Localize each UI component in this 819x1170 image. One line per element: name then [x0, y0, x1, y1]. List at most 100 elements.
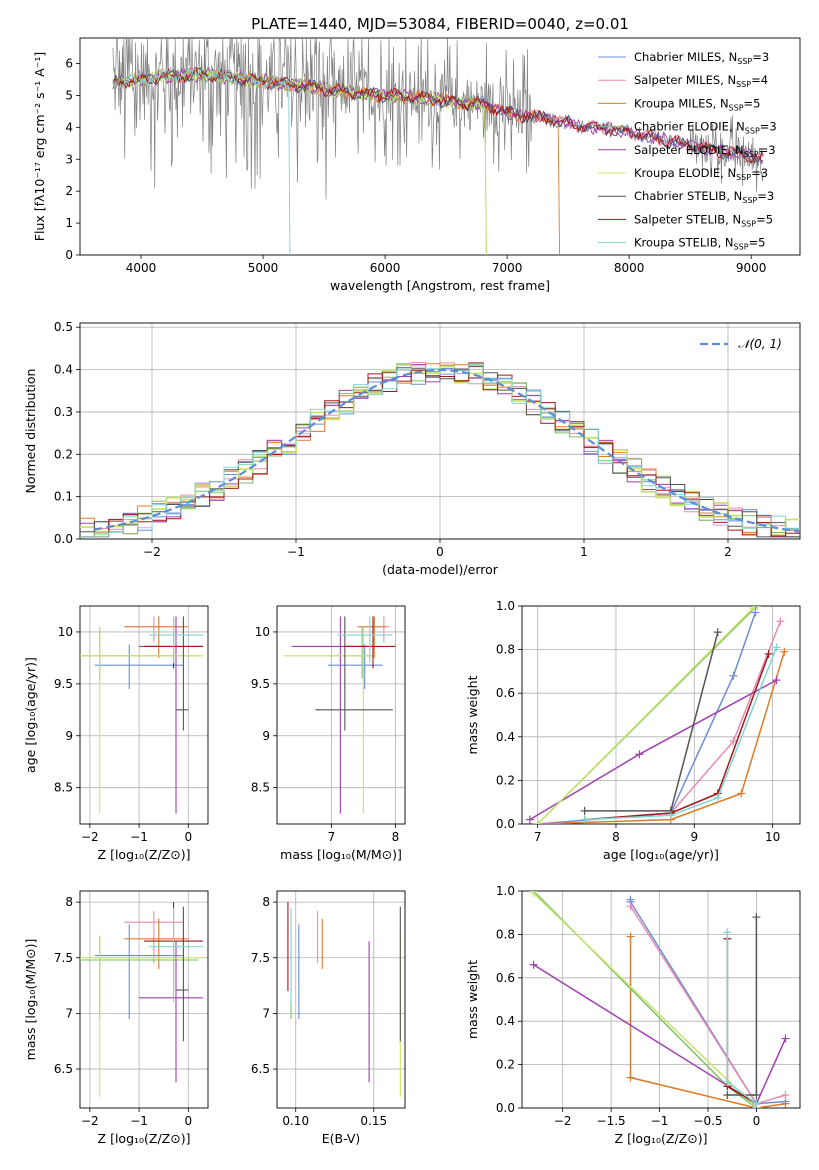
weight-line-kroupa_elodie — [537, 607, 754, 824]
weight-marker-kroupa_stelib — [752, 1099, 761, 1108]
x-tick-label: 8 — [392, 830, 400, 844]
weight-marker-kroupa_stelib — [772, 643, 781, 652]
x-tick-label: −1.5 — [597, 1114, 626, 1128]
y-tick-label: 0.0 — [496, 1101, 515, 1115]
y-tick-label: 9.5 — [251, 677, 270, 691]
y-tick-label: 1.0 — [496, 599, 515, 613]
y-tick-label: 0.6 — [496, 971, 515, 985]
y-tick-label: 8 — [65, 895, 73, 909]
y-tick-label: 7.5 — [54, 951, 73, 965]
y-tick-label: 5 — [65, 88, 73, 102]
y-tick-label: 7 — [65, 1006, 73, 1020]
y-axis-label: age [log₁₀(age/yr)] — [23, 657, 38, 773]
y-tick-label: 9.5 — [54, 677, 73, 691]
weight-marker-chabrier_stelib — [580, 806, 589, 815]
legend-label: Chabrier MILES, NSSP=3 — [634, 50, 769, 66]
y-tick-label: 0.1 — [54, 490, 73, 504]
weight-marker-salpeter_miles — [776, 617, 785, 626]
panel-age_vs_mass: 7 8 8.5 9 9.5 10 mass [log₁₀(M/M⊙)] — [251, 605, 406, 862]
weight-marker-salpeter_stelib — [764, 649, 773, 658]
x-tick-label: 8 — [612, 830, 620, 844]
y-tick-label: 6.5 — [251, 1062, 270, 1076]
x-tick-label: 0.10 — [282, 1114, 309, 1128]
axes-frame — [521, 890, 801, 1109]
weight-line-salpeter_stelib — [584, 653, 770, 821]
histogram-chabrier_stelib — [80, 366, 800, 538]
legend-label: Salpeter MILES, NSSP=4 — [634, 73, 768, 89]
axes-frame — [79, 322, 801, 540]
legend-label: Salpeter STELIB, NSSP=5 — [634, 212, 773, 228]
x-tick-label: 8000 — [614, 261, 645, 275]
weight-marker-kroupa_stelib — [713, 793, 722, 802]
axes-frame — [79, 37, 801, 256]
y-tick-label: 0.6 — [496, 686, 515, 700]
axes-frame — [79, 890, 209, 1109]
weight-marker-salpeter_miles — [626, 902, 635, 911]
y-tick-label: 2 — [65, 184, 73, 198]
weight-marker-salpeter_elodie — [781, 1034, 790, 1043]
weight-line-kroupa_stelib — [584, 647, 778, 821]
x-tick-label: 0 — [753, 1114, 761, 1128]
panel-residuals: −2 −1 0 1 2 0.0 0.1 0.2 0.3 0.4 0.5 (data-model)/er… — [23, 320, 801, 577]
x-axis-label: Z [log₁₀(Z/Z⊙)] — [615, 1131, 708, 1146]
normal-curve — [94, 368, 800, 533]
weight-marker-kroupa_elodie — [533, 820, 542, 824]
y-tick-label: 0.8 — [496, 927, 515, 941]
weight-line-salpeter_miles — [584, 621, 782, 821]
weight-marker-salpeter_miles — [781, 1090, 790, 1099]
weight-marker-kroupa_elodie — [749, 606, 758, 613]
x-tick-label: −1 — [130, 1114, 148, 1128]
weight-line-kroupa_miles — [537, 651, 786, 824]
model-spectrum-kroupa_stelib — [112, 66, 291, 255]
y-tick-label: 8.5 — [54, 781, 73, 795]
weight-marker-kroupa_stelib — [723, 928, 732, 937]
weight-line-kroupa_miles — [629, 936, 786, 1108]
y-tick-label: 10 — [58, 625, 73, 639]
y-tick-label: 4 — [65, 120, 73, 134]
x-tick-label: 2 — [724, 545, 732, 559]
plot-area — [80, 902, 204, 1097]
legend-label: Salpeter ELODIE, NSSP=3 — [634, 143, 776, 159]
panel-weight_vs_age: 7 8 9 10 0.0 0.2 0.4 0.6 0.8 1.0 age [log₁₀(age/yr… — [465, 599, 801, 862]
x-axis-label: E(B-V) — [322, 1131, 361, 1146]
legend-label: Chabrier ELODIE, NSSP=3 — [634, 120, 777, 136]
legend-label: Kroupa MILES, NSSP=5 — [634, 96, 760, 112]
weight-marker-chabrier_stelib — [752, 913, 761, 922]
y-tick-label: 10 — [255, 625, 270, 639]
x-axis-label: Z [log₁₀(Z/Z⊙)] — [98, 847, 191, 862]
x-axis-label: mass [log₁₀(M/M⊙)] — [280, 847, 402, 862]
model-spectrum-salpeter_stelib — [112, 66, 764, 164]
y-tick-label: 9 — [65, 729, 73, 743]
x-tick-label: 0.15 — [360, 1114, 387, 1128]
weight-marker-kroupa_miles — [781, 1099, 790, 1108]
y-axis-label: mass [log₁₀(M/M⊙)] — [23, 939, 38, 1061]
y-tick-label: 8.5 — [251, 781, 270, 795]
plot-area — [80, 362, 800, 538]
weight-marker-chabrier_miles — [729, 671, 738, 680]
axes-frame — [276, 605, 406, 825]
weight-marker-kroupa_miles — [737, 789, 746, 798]
x-tick-label: 0 — [436, 545, 444, 559]
x-tick-label: −2 — [81, 830, 99, 844]
x-tick-label: 9 — [690, 830, 698, 844]
x-tick-label: 5000 — [248, 261, 279, 275]
y-tick-label: 1.0 — [496, 884, 515, 898]
weight-marker-kroupa_miles — [626, 1073, 635, 1082]
weight-marker-chabrier_stelib — [752, 1090, 761, 1099]
x-tick-label: 4000 — [126, 261, 157, 275]
x-tick-label: −1 — [287, 545, 305, 559]
x-tick-label: 1 — [580, 545, 588, 559]
x-tick-label: −2 — [554, 1114, 572, 1128]
weight-line-chabrier_stelib — [584, 632, 719, 812]
histogram-salpeter_stelib — [80, 362, 800, 538]
y-axis-label: mass weight — [465, 675, 480, 754]
weight-marker-kroupa_stelib — [666, 811, 675, 820]
weight-marker-salpeter_elodie — [525, 815, 534, 824]
y-axis-label: mass weight — [465, 960, 480, 1039]
y-tick-label: 0 — [65, 248, 73, 262]
x-tick-label: −1 — [130, 830, 148, 844]
plot-area — [525, 606, 789, 824]
model-spectrum-chabrier_stelib — [112, 66, 764, 164]
x-tick-label: 0 — [184, 830, 192, 844]
